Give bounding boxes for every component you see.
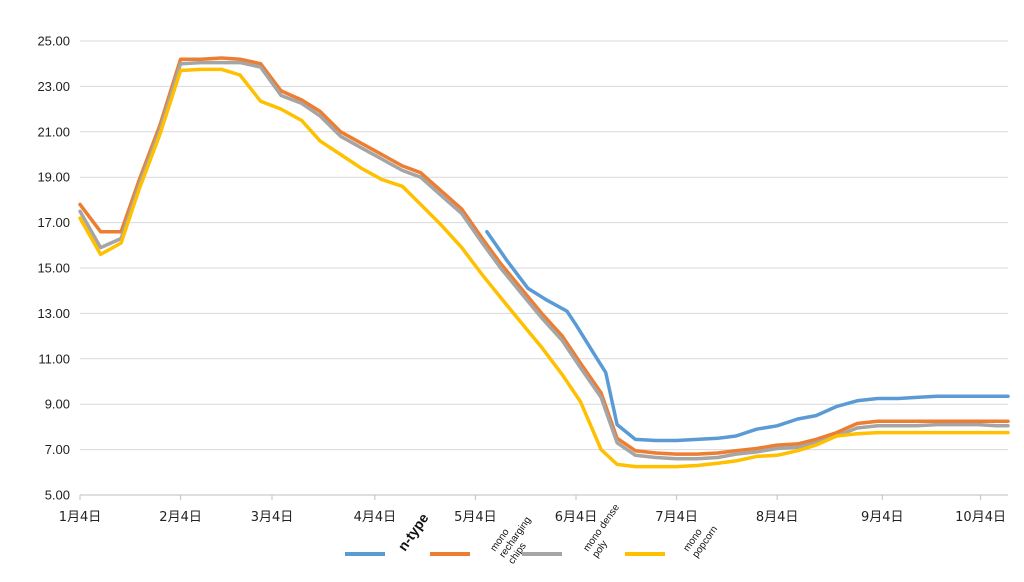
x-tick-label: 1月4日 [59, 510, 102, 525]
y-tick-label: 21.00 [37, 124, 70, 139]
y-tick-label: 11.00 [38, 351, 70, 366]
x-tick-label: 9月4日 [861, 510, 904, 525]
y-tick-label: 9.00 [45, 397, 70, 412]
y-tick-label: 17.00 [37, 215, 70, 230]
x-tick-label: 3月4日 [251, 510, 294, 525]
legend-label: n-type [394, 510, 431, 554]
series-line-mono-popcorn [78, 67, 1010, 469]
x-tick-label: 8月4日 [756, 510, 799, 525]
y-tick-label: 25.00 [37, 34, 70, 49]
legend-label-line: n-type [394, 510, 431, 554]
x-axis-ticks: 1月4日 2月4日 3月4日 4月4日 5月4日 6月4日 7月4日 8月4日 9月4日 10月4… [59, 495, 1006, 525]
x-tick-label: 10月4日 [955, 510, 1006, 525]
y-tick-label: 13.00 [37, 306, 70, 321]
series-line-n-type [485, 229, 1010, 443]
y-tick-label: 5.00 [45, 488, 70, 503]
x-tick-label: 6月4日 [555, 510, 598, 525]
y-tick-label: 19.00 [37, 170, 70, 185]
series-line-mono-dense-poly [78, 60, 1010, 461]
grid [80, 40, 1008, 496]
x-tick-label: 5月4日 [454, 510, 497, 525]
y-tick-label: 15.00 [37, 261, 70, 276]
y-tick-label: 7.00 [45, 442, 70, 457]
x-tick-label: 2月4日 [159, 510, 202, 525]
series-lines [78, 56, 1010, 469]
x-tick-label: 7月4日 [655, 510, 698, 525]
y-axis-ticks: 25.00 23.00 21.00 19.00 17.00 15.00 13.00 11.00… [37, 34, 70, 503]
series-line-mono-recharging-chips [78, 56, 1010, 456]
x-tick-label: 4月4日 [354, 510, 397, 525]
y-tick-label: 23.00 [37, 79, 70, 94]
